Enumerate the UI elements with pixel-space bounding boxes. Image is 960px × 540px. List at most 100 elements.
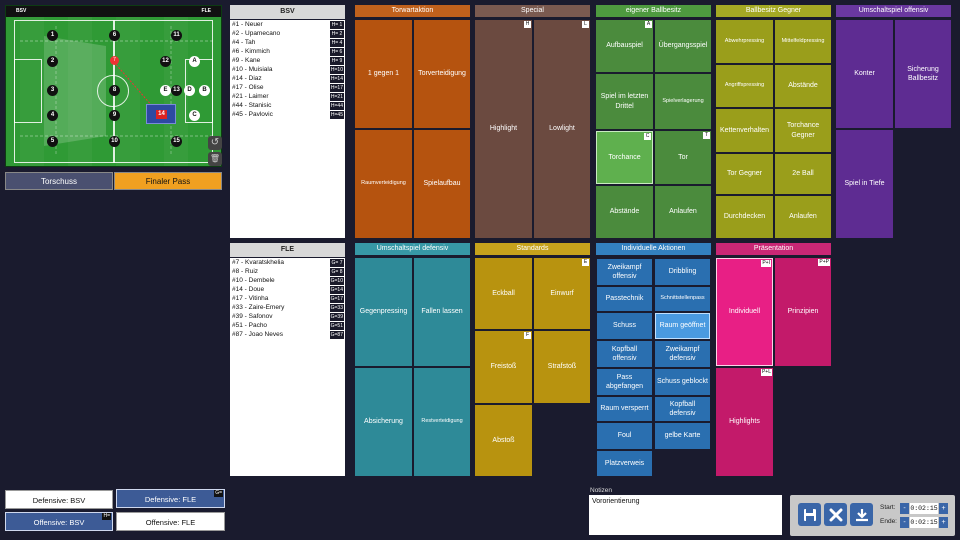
tile-tor[interactable]: Tor T <box>655 131 711 184</box>
end-minus-button[interactable]: - <box>900 517 909 528</box>
tile-anlaufen-gegner[interactable]: Anlaufen <box>775 196 831 238</box>
home-player-9[interactable]: 9 <box>109 110 120 121</box>
tile-strafstoss[interactable]: Strafstoß <box>534 331 590 403</box>
away-player-a[interactable]: A <box>189 56 200 67</box>
tile-lowlight[interactable]: Lowlight L <box>534 20 590 238</box>
tile-eckball[interactable]: Eckball <box>475 258 532 329</box>
ball-marker[interactable]: 7 <box>110 56 119 65</box>
tile-schnittstellenpass[interactable]: Schnittstellenpass <box>655 287 710 311</box>
tile-spiel-im-letzten-drittel[interactable]: Spiel im letzten Drittel <box>596 74 653 129</box>
tile-spielverlagerung[interactable]: Spielverlagerung <box>655 74 711 129</box>
tile-konter[interactable]: Konter <box>836 20 893 128</box>
tile-torchance-gegner[interactable]: Torchance Gegner <box>775 109 831 152</box>
selected-zone[interactable]: 14 <box>146 104 176 124</box>
tile-raum-geoeffnet[interactable]: Raum geöffnet <box>655 313 710 339</box>
tile-highlight[interactable]: Highlight H <box>475 20 532 238</box>
away-roster-item[interactable]: #10 - Dembele G=10 <box>232 276 344 285</box>
offensive-bsv-button[interactable]: Offensive: BSV H= <box>5 512 113 531</box>
tile-prinzipien[interactable]: Prinzipien P+P <box>775 258 831 366</box>
home-roster-item[interactable]: #9 - Kane H= 9 <box>232 56 344 65</box>
away-roster-item[interactable]: #14 - Doue G=14 <box>232 285 344 294</box>
start-minus-button[interactable]: - <box>900 503 909 514</box>
tile-spielaufbau[interactable]: Spielaufbau <box>414 130 470 238</box>
home-player-11[interactable]: 11 <box>171 30 182 41</box>
tab-finaler-pass[interactable]: Finaler Pass <box>114 172 222 190</box>
trash-icon[interactable]: 🗑 <box>208 152 222 166</box>
tile-torverteidigung[interactable]: Torverteidigung <box>414 20 470 128</box>
defensive-fle-button[interactable]: Defensive: FLE G= <box>116 489 225 508</box>
tile-1-gegen-1[interactable]: 1 gegen 1 <box>355 20 412 128</box>
tile-abstoss[interactable]: Abstoß <box>475 405 532 476</box>
home-roster-item[interactable]: #45 - Pavlovic H=45 <box>232 110 344 119</box>
tile-zweikampf-defensiv[interactable]: Zweikampf defensiv <box>655 341 710 367</box>
tile-gegenpressing[interactable]: Gegenpressing <box>355 258 412 366</box>
away-roster-item[interactable]: #51 - Pacho G=51 <box>232 321 344 330</box>
home-player-12[interactable]: 12 <box>160 56 171 67</box>
tile-foul[interactable]: Foul <box>597 423 652 449</box>
end-time-field[interactable]: 0:02:15 <box>910 517 938 528</box>
tile-absicherung[interactable]: Absicherung <box>355 368 412 476</box>
tile-abwehrpressing[interactable]: Abwehrpressing <box>716 20 773 63</box>
offensive-fle-button[interactable]: Offensive: FLE <box>116 512 225 531</box>
away-player-c[interactable]: C <box>189 110 200 121</box>
tile-dribbling[interactable]: Dribbling <box>655 259 710 285</box>
tactical-field[interactable]: BSV FLE 1 2 3 4 5 6 8 9 10 11 12 13 15 A… <box>5 5 222 167</box>
defensive-bsv-button[interactable]: Defensive: BSV <box>5 490 113 509</box>
tile-angriffspressing[interactable]: Angriffspressing <box>716 65 773 107</box>
tile-aufbauspiel[interactable]: Aufbauspiel A <box>596 20 653 72</box>
home-roster-item[interactable]: #17 - Olise H=17 <box>232 83 344 92</box>
away-roster-item[interactable]: #8 - Ruiz G= 8 <box>232 267 344 276</box>
tile-spiel-in-tiefe[interactable]: Spiel in Tiefe <box>836 130 893 238</box>
home-player-5[interactable]: 5 <box>47 136 58 147</box>
tile-zweikampf-offensiv[interactable]: Zweikampf offensiv <box>597 259 652 285</box>
tile-torchance[interactable]: Torchance C <box>596 131 653 184</box>
away-player-b[interactable]: B <box>199 85 210 96</box>
home-roster-item[interactable]: #10 - Muisiala H=10 <box>232 65 344 74</box>
home-roster-item[interactable]: #1 - Neuer H= 1 <box>232 20 344 29</box>
home-player-10[interactable]: 10 <box>109 136 120 147</box>
tile-individuell[interactable]: Individuell P+I <box>716 258 773 366</box>
tile-mittelfeldpressing[interactable]: Mittelfeldpressing <box>775 20 831 63</box>
tile-gelbe-karte[interactable]: gelbe Karte <box>655 423 710 449</box>
tile-platzverweis[interactable]: Platzverweis <box>597 451 652 476</box>
away-player-e[interactable]: E <box>160 85 171 96</box>
home-player-3[interactable]: 3 <box>47 85 58 96</box>
tile-freistoss[interactable]: Freistoß F <box>475 331 532 403</box>
tile-kopfball-defensiv[interactable]: Kopfball defensiv <box>655 397 710 421</box>
tile-fallen-lassen[interactable]: Fallen lassen <box>414 258 470 366</box>
tile-restverteidigung[interactable]: Restverteidigung <box>414 368 470 476</box>
end-plus-button[interactable]: + <box>939 517 948 528</box>
tile-anlaufen[interactable]: Anlaufen <box>655 186 711 238</box>
tile-kopfball-offensiv[interactable]: Kopfball offensiv <box>597 341 652 367</box>
home-roster-item[interactable]: #6 - Kimmich H= 6 <box>232 47 344 56</box>
tile-raum-versperrt[interactable]: Raum versperrt <box>597 397 652 421</box>
tab-torschuss[interactable]: Torschuss <box>5 172 113 190</box>
tile-abstaende[interactable]: Abstände <box>596 186 653 238</box>
tile-tor-gegner[interactable]: Tor Gegner <box>716 154 773 194</box>
start-plus-button[interactable]: + <box>939 503 948 514</box>
away-roster-item[interactable]: #33 - Zaire-Emery G=33 <box>232 303 344 312</box>
tile-2e-ball[interactable]: 2e Ball <box>775 154 831 194</box>
tile-highlights[interactable]: Highlights P+L <box>716 368 773 476</box>
download-icon[interactable] <box>850 503 873 526</box>
home-roster-item[interactable]: #21 - Laimer H=21 <box>232 92 344 101</box>
tile-sicherung-ballbesitz[interactable]: Sicherung Ballbesitz <box>895 20 951 128</box>
tile-schuss[interactable]: Schuss <box>597 313 652 339</box>
notes-field[interactable]: Vororientierung <box>589 495 782 535</box>
home-player-2[interactable]: 2 <box>47 56 58 67</box>
tile-schuss-geblockt[interactable]: Schuss geblockt <box>655 369 710 395</box>
tile-uebergangsspiel[interactable]: Übergangsspiel <box>655 20 711 72</box>
away-roster-item[interactable]: #7 - Kvaratskhelia G= 7 <box>232 258 344 267</box>
tile-pass-abgefangen[interactable]: Pass abgefangen <box>597 369 652 395</box>
home-roster-item[interactable]: #2 - Upamecano H= 2 <box>232 29 344 38</box>
home-player-8[interactable]: 8 <box>109 85 120 96</box>
save-icon[interactable] <box>798 503 821 526</box>
start-time-field[interactable]: 0:02:15 <box>910 503 938 514</box>
home-player-13[interactable]: 13 <box>171 85 182 96</box>
tile-kettenverhalten[interactable]: Kettenverhalten <box>716 109 773 152</box>
home-roster-item[interactable]: #44 - Stanisic H=44 <box>232 101 344 110</box>
home-player-15[interactable]: 15 <box>171 136 182 147</box>
home-player-6[interactable]: 6 <box>109 30 120 41</box>
undo-icon[interactable]: ↺ <box>208 136 222 150</box>
tile-raumverteidigung[interactable]: Raumverteidigung <box>355 130 412 238</box>
